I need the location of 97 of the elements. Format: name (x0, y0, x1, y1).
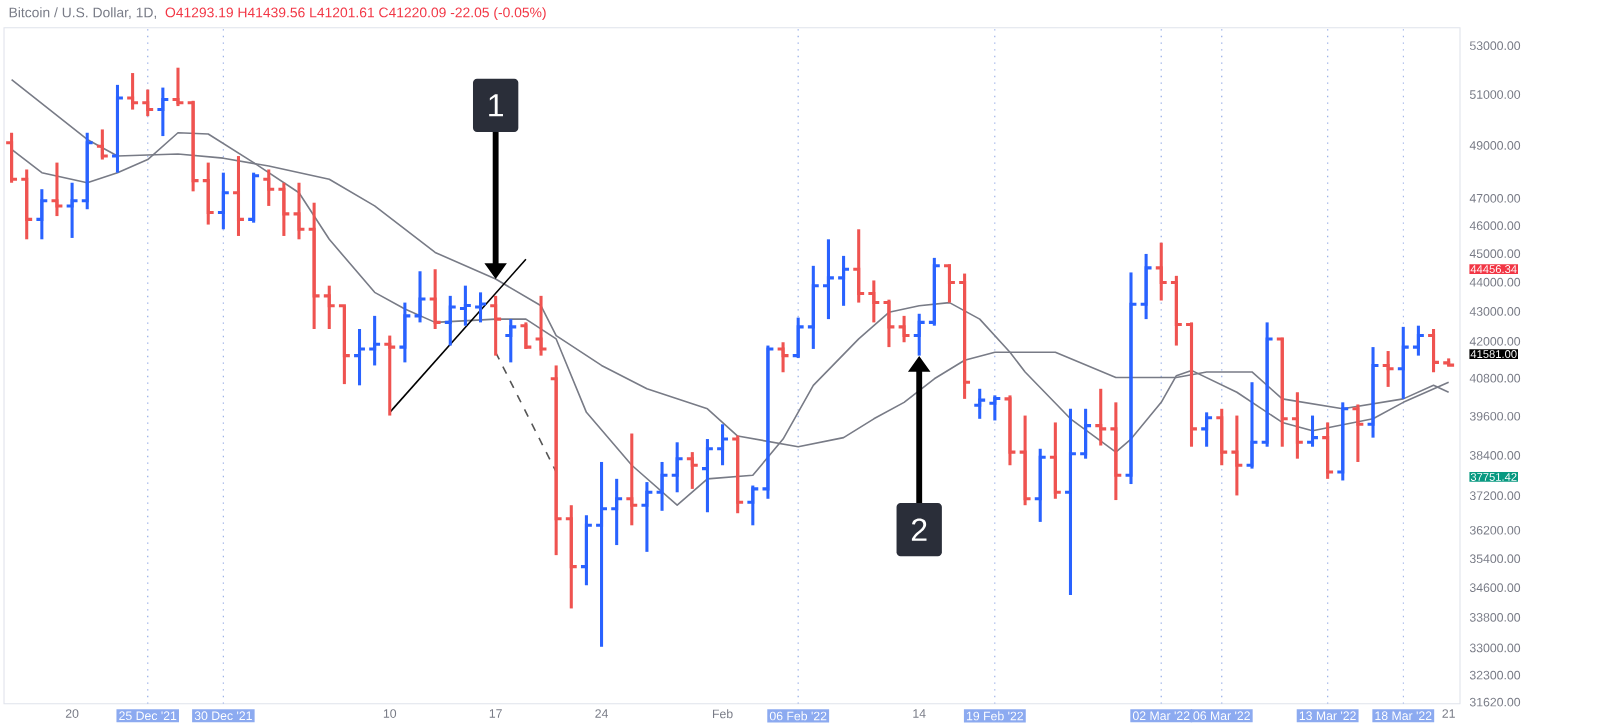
candlestick (201, 161, 216, 227)
candlestick (443, 294, 458, 348)
candlestick (1108, 400, 1123, 502)
candlestick (110, 83, 125, 175)
candlestick (80, 131, 95, 211)
candlestick (95, 127, 110, 162)
candlestick (534, 294, 549, 358)
candlestick (1124, 270, 1138, 486)
candlestick (503, 317, 518, 364)
candlestick (957, 272, 972, 401)
candlestick (352, 327, 367, 387)
candlestick (1229, 414, 1244, 497)
candlestick (1305, 414, 1320, 449)
candlestick (821, 237, 836, 321)
candlestick (881, 298, 896, 349)
candlestick (186, 99, 201, 193)
candlestick (987, 393, 1002, 422)
candlestick (730, 434, 745, 515)
candlestick (261, 167, 276, 208)
candlestick (670, 440, 685, 494)
candlestick (655, 460, 670, 513)
candlestick (1048, 420, 1063, 501)
candlestick (1214, 407, 1229, 467)
candlestick (1078, 407, 1093, 461)
candlestick (125, 71, 140, 112)
candlestick (1426, 327, 1441, 374)
candlestick (49, 161, 64, 218)
candlestick (1350, 402, 1365, 464)
candlestick (564, 503, 579, 610)
candlestick (1366, 345, 1380, 440)
candlestick (292, 181, 306, 241)
candlestick (246, 171, 261, 225)
candlestick (897, 314, 912, 344)
candlestick (1154, 241, 1169, 303)
candlestick (806, 264, 821, 351)
candlestick (488, 294, 503, 358)
candlestick (307, 201, 322, 331)
candlestick (836, 254, 851, 308)
candlestick (1290, 390, 1305, 461)
candlestick (413, 269, 427, 324)
candlestick (1018, 414, 1033, 507)
candlestick (1381, 349, 1396, 389)
candlestick (428, 267, 443, 331)
candlestick (700, 437, 715, 514)
candlestick (927, 256, 942, 328)
candlestick (1184, 320, 1199, 449)
candlestick (337, 304, 352, 386)
candlestick (155, 86, 170, 138)
candlestick (382, 334, 397, 418)
candlestick (1245, 380, 1259, 471)
candlestick (1093, 387, 1108, 448)
candlestick (34, 187, 49, 241)
candlestick (322, 284, 337, 331)
candlestick (171, 66, 185, 108)
candlestick (685, 450, 700, 491)
candlestick (715, 422, 730, 467)
candlestick (776, 340, 791, 374)
candlestick (1063, 407, 1078, 597)
candlestick (791, 316, 806, 360)
candlestick (912, 312, 927, 358)
candlestick (639, 480, 654, 554)
candlestick (745, 484, 760, 527)
candlestick (1002, 393, 1017, 467)
candlestick (458, 284, 473, 328)
candlestick (276, 181, 291, 238)
candlestick (1335, 400, 1350, 483)
candlestick (594, 460, 609, 649)
candlestick (866, 278, 881, 324)
candlestick (549, 363, 564, 557)
candlestick (1260, 320, 1275, 449)
candlestick (65, 181, 80, 240)
candlestick (851, 227, 866, 305)
annotation: 2 (911, 518, 927, 541)
candlestick (397, 301, 412, 364)
candlestick (1396, 325, 1411, 401)
candlestick (942, 262, 957, 305)
candlestick (4, 131, 19, 185)
candlestick (1411, 324, 1426, 358)
candlestick (1275, 336, 1290, 449)
candlestick (760, 344, 775, 501)
candlestick (624, 431, 639, 527)
candlestick (1199, 410, 1214, 449)
candlestick (19, 167, 34, 241)
candlestick (231, 154, 246, 238)
candlestick (518, 320, 533, 351)
candlestick (609, 477, 624, 547)
candlestick (1320, 420, 1335, 481)
candlestick (140, 88, 155, 118)
candlestick (367, 314, 382, 367)
candlestick (1139, 252, 1154, 321)
candlestick (972, 387, 987, 421)
candlestick (579, 513, 594, 587)
annotation: 1 (489, 94, 503, 117)
candlestick (473, 290, 488, 324)
candlestick (1169, 274, 1184, 348)
candlestick (1033, 447, 1048, 524)
candlestick (216, 171, 231, 231)
